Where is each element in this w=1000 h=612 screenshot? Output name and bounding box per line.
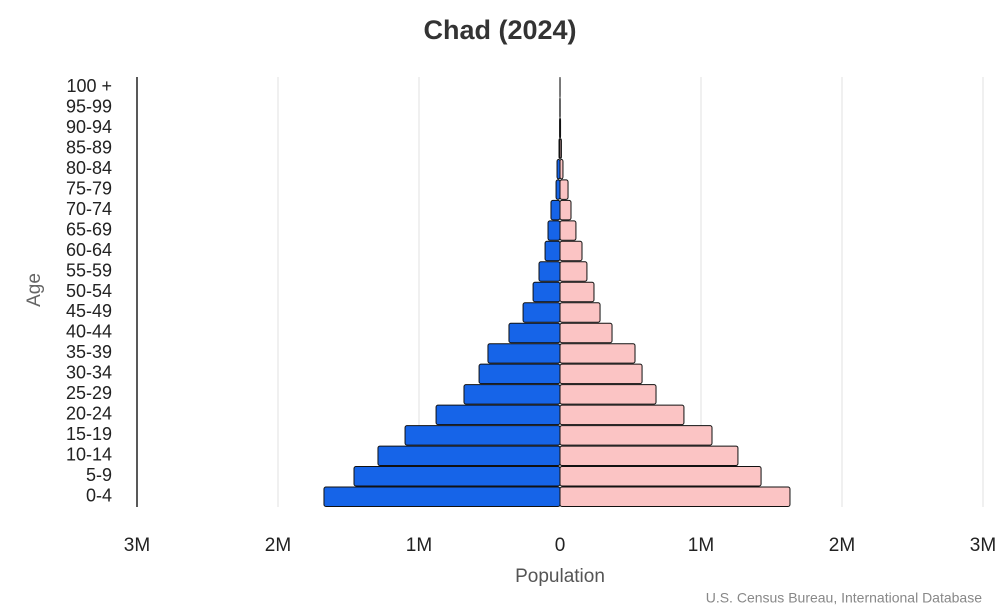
x-axis-label: Population	[515, 566, 605, 587]
bar	[538, 261, 561, 282]
bar	[478, 363, 561, 385]
bar	[559, 179, 569, 200]
y-tick-label: 0-4	[86, 486, 112, 506]
bar	[547, 220, 561, 241]
y-tick-label: 70-74	[66, 199, 112, 219]
bar	[559, 445, 739, 467]
y-tick-label: 10-14	[66, 445, 112, 465]
x-tick-label: 0	[555, 535, 566, 556]
y-tick-label: 60-64	[66, 240, 112, 260]
bar	[559, 322, 613, 344]
y-tick-label: 20-24	[66, 404, 112, 424]
y-axis-label: Age	[24, 273, 45, 307]
y-tick-label: 40-44	[66, 322, 112, 342]
y-tick-label: 85-89	[66, 137, 112, 157]
bar	[487, 343, 561, 364]
y-tick-label: 5-9	[86, 465, 112, 485]
x-tick-label: 1M	[688, 535, 714, 556]
bar	[559, 117, 562, 139]
bar	[559, 486, 791, 507]
bar	[559, 466, 762, 487]
x-tick-label: 2M	[265, 535, 291, 556]
x-tick-label: 3M	[970, 535, 996, 556]
y-tick-label: 100 +	[66, 76, 112, 96]
y-tick-label: 45-49	[66, 301, 112, 321]
bar	[377, 445, 561, 467]
x-tick-label: 2M	[829, 535, 855, 556]
bar	[544, 240, 561, 262]
y-tick-label: 50-54	[66, 281, 112, 301]
bar	[559, 220, 577, 241]
bar	[555, 179, 561, 200]
bar	[550, 199, 561, 221]
y-tick-label: 80-84	[66, 158, 112, 178]
bar	[559, 425, 713, 446]
bar	[559, 138, 562, 159]
bar	[559, 281, 595, 303]
y-tick-label: 90-94	[66, 117, 112, 137]
bar	[559, 302, 601, 323]
bar	[559, 199, 572, 221]
y-tick-label: 55-59	[66, 260, 112, 280]
y-tick-label: 30-34	[66, 363, 112, 383]
bar	[353, 466, 561, 487]
bar	[559, 158, 564, 180]
bar	[532, 281, 561, 303]
y-tick-label: 75-79	[66, 178, 112, 198]
bar	[559, 404, 685, 426]
x-tick-label: 3M	[124, 535, 150, 556]
bar	[559, 240, 583, 262]
source-note: U.S. Census Bureau, International Databa…	[706, 590, 982, 606]
chart-title: Chad (2024)	[423, 15, 576, 45]
bar	[404, 425, 561, 446]
bar	[522, 302, 561, 323]
y-tick-label: 65-69	[66, 219, 112, 239]
x-tick-label: 1M	[406, 535, 432, 556]
bar	[323, 486, 561, 507]
bar	[508, 322, 561, 344]
bar	[559, 384, 657, 405]
bar	[559, 363, 643, 385]
bar	[559, 261, 588, 282]
bar	[463, 384, 561, 405]
y-tick-label: 95-99	[66, 96, 112, 116]
y-tick-label: 25-29	[66, 383, 112, 403]
y-tick-label: 15-19	[66, 424, 112, 444]
y-tick-label: 35-39	[66, 342, 112, 362]
bar	[435, 404, 561, 426]
bar	[559, 343, 636, 364]
